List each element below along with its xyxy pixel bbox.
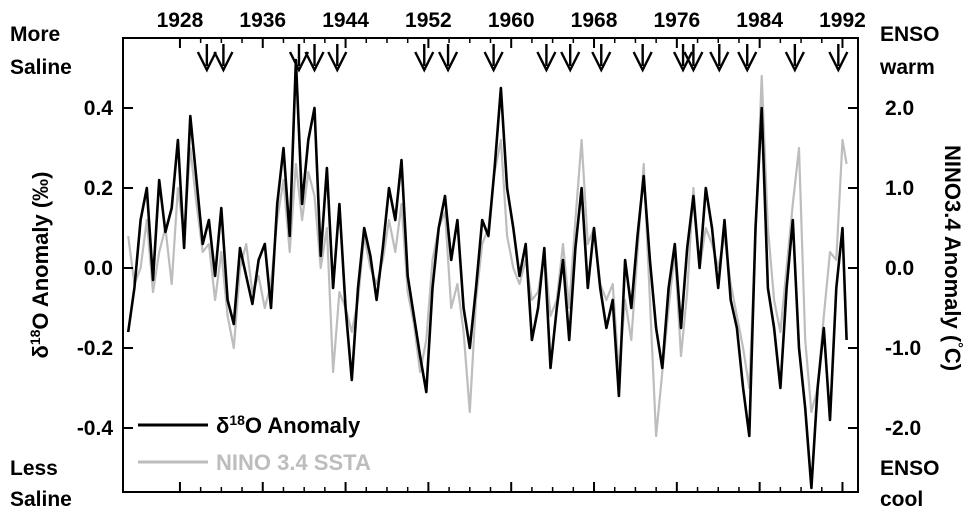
y-right-axis-title: NINO3.4 Anomaly (°C) xyxy=(940,145,966,371)
corner-label-bottom-right-1: ENSO xyxy=(880,457,940,480)
x-tick-label: 1944 xyxy=(322,9,369,32)
x-tick-label: 1928 xyxy=(157,9,204,32)
enso-arrow xyxy=(437,44,459,73)
y-right-tick-label: -1.0 xyxy=(885,337,921,360)
series-line-d18o xyxy=(126,58,848,490)
y-right-tick-label: 2.0 xyxy=(885,97,914,120)
y-left-tick-label: -0.4 xyxy=(77,417,114,440)
enso-arrow xyxy=(196,44,217,73)
corner-label-bottom-left-1: Less xyxy=(10,457,58,480)
ticks-layer: 1928 1936 1944 1952 1960 1968 1976 1984 1992 0.4 0… xyxy=(77,9,921,492)
series-layer xyxy=(126,58,848,490)
y-left-tick-label: 0.4 xyxy=(84,97,114,120)
legend: δ18O Anomaly NINO 3.4 SSTA xyxy=(138,412,371,475)
x-tick-label: 1976 xyxy=(653,9,700,32)
enso-arrow xyxy=(632,44,653,73)
enso-arrow xyxy=(213,44,234,73)
enso-arrow xyxy=(483,44,504,73)
corner-label-bottom-right-2: cool xyxy=(880,488,923,510)
enso-arrows xyxy=(196,44,849,73)
y-left-axis-title: δ18O Anomaly (‰) xyxy=(27,171,53,358)
x-tick-label: 1968 xyxy=(571,9,618,32)
enso-arrow xyxy=(327,44,348,73)
enso-arrow xyxy=(560,44,581,73)
enso-arrow xyxy=(672,44,694,73)
enso-arrow xyxy=(709,44,730,73)
x-tick-label: 1992 xyxy=(819,9,866,32)
y-right-tick-label: 0.0 xyxy=(885,257,914,280)
y-right-tick-label: -2.0 xyxy=(885,417,921,440)
enso-arrow xyxy=(828,44,849,73)
corner-label-top-right-1: ENSO xyxy=(880,23,940,46)
enso-arrow xyxy=(536,44,557,73)
legend-label-d18o: δ18O Anomaly xyxy=(216,412,361,438)
y-left-tick-label: 0.2 xyxy=(84,177,113,200)
corner-label-top-left-1: More xyxy=(10,23,60,46)
x-tick-label: 1984 xyxy=(736,9,783,32)
series-line-nino34 xyxy=(127,74,848,438)
x-tick-label: 1936 xyxy=(239,9,286,32)
legend-label-nino: NINO 3.4 SSTA xyxy=(216,450,371,475)
y-right-tick-label: 1.0 xyxy=(885,177,914,200)
corner-label-top-left-2: Saline xyxy=(10,56,72,79)
x-tick-label: 1960 xyxy=(488,9,535,32)
corner-label-bottom-left-2: Saline xyxy=(10,488,72,510)
enso-arrow xyxy=(414,44,435,73)
enso-arrow xyxy=(784,44,805,73)
x-tick-label: 1952 xyxy=(405,9,452,32)
enso-arrow xyxy=(304,44,325,73)
enso-arrow xyxy=(591,44,612,73)
corner-label-top-right-2: warm xyxy=(879,56,935,79)
enso-arrow xyxy=(683,44,704,73)
enso-arrow xyxy=(737,44,758,73)
enso-arrow xyxy=(288,44,310,73)
y-left-tick-label: 0.0 xyxy=(84,257,113,280)
y-left-tick-label: -0.2 xyxy=(77,337,113,360)
